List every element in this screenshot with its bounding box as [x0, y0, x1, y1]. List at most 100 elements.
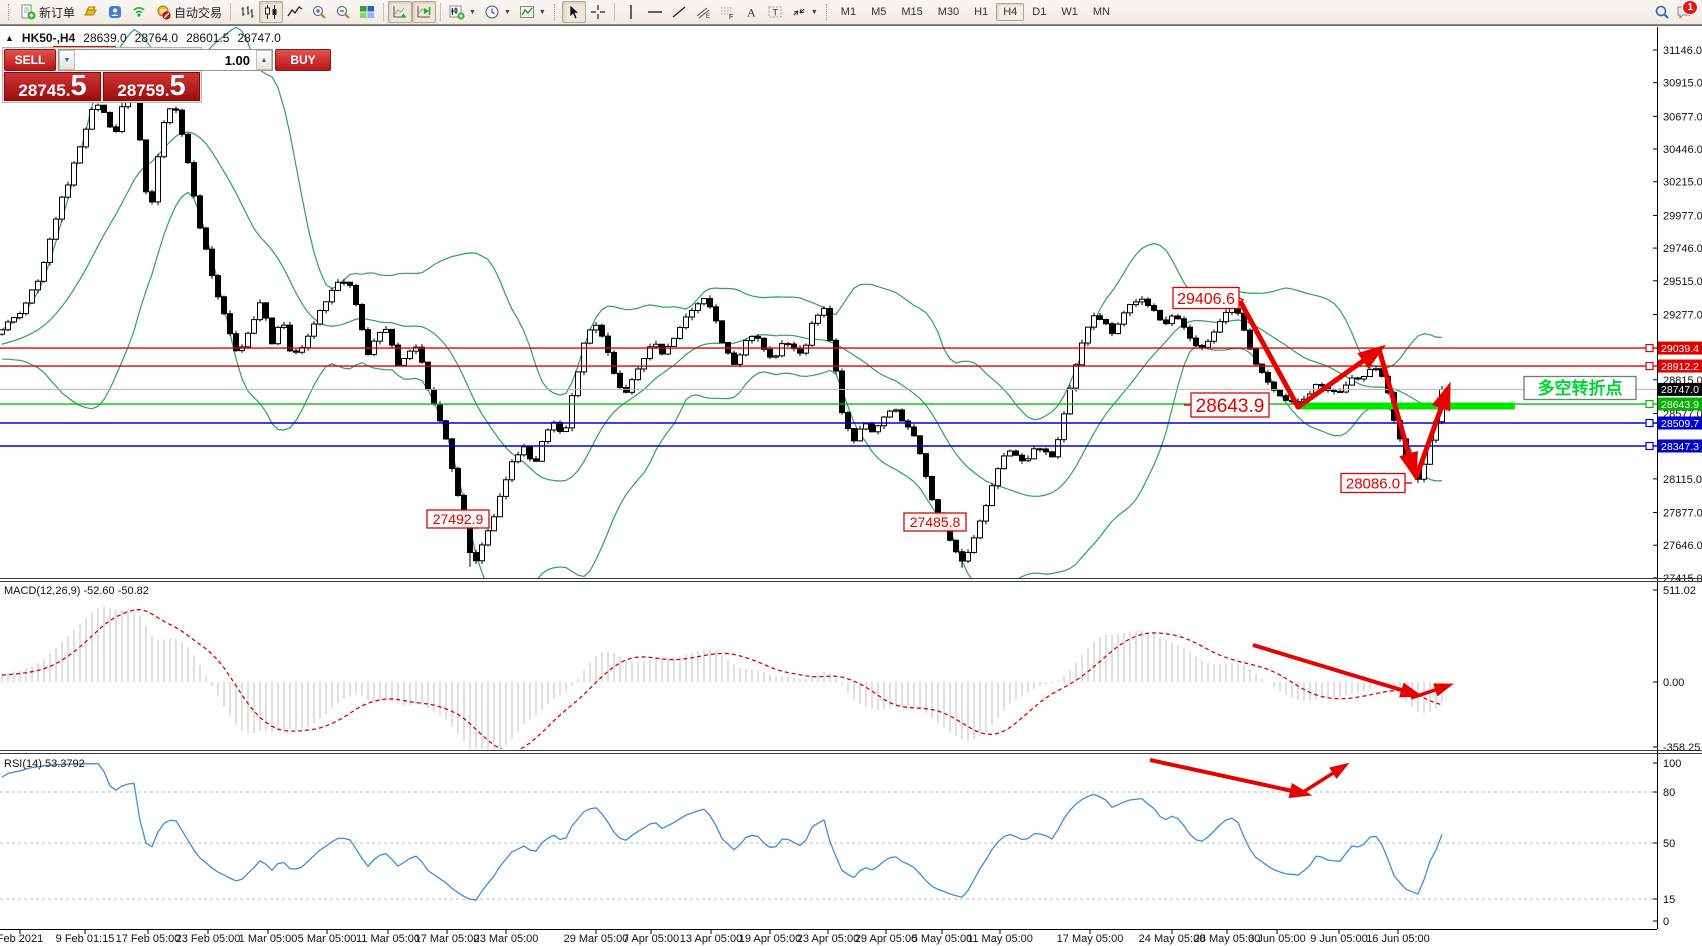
clock-icon — [484, 4, 500, 20]
svg-text:28643.9: 28643.9 — [1196, 396, 1265, 417]
svg-text:F: F — [729, 14, 733, 20]
level-line-handle[interactable] — [1645, 343, 1654, 353]
label-tool-button[interactable]: T — [763, 1, 787, 23]
zoom-in-button[interactable] — [307, 1, 331, 23]
price-axis-tick: 27646.0 — [1663, 540, 1702, 552]
timeframe-h1[interactable]: H1 — [974, 6, 989, 18]
auto-scroll-button[interactable] — [388, 1, 413, 23]
text-tool-button[interactable]: A — [739, 1, 763, 23]
macd-axis-tick: 511.02 — [1663, 585, 1696, 597]
trend-arrow[interactable] — [1413, 399, 1447, 479]
dropdown-arrow-icon: ▼ — [469, 8, 476, 16]
line-chart-mode-button[interactable] — [283, 1, 307, 23]
trend-arrow[interactable] — [1299, 768, 1339, 796]
chart-annotation[interactable]: 28086.0 — [1340, 472, 1412, 494]
crosshair-tool-button[interactable] — [586, 1, 610, 23]
chart-annotation[interactable]: 27485.8 — [903, 512, 967, 532]
price-axis-tick: 29977.0 — [1663, 210, 1702, 222]
trendline-tool-button[interactable] — [667, 1, 691, 23]
volume-increase-button[interactable]: ▲ — [256, 50, 272, 70]
chart-annotation[interactable]: 多空转折点 — [1523, 375, 1637, 401]
volume-input[interactable] — [75, 50, 256, 70]
collapse-triangle-icon[interactable]: ▲ — [5, 33, 14, 43]
timeframe-m15[interactable]: M15 — [901, 6, 923, 18]
level-line-handle[interactable] — [1645, 361, 1654, 371]
chart-annotation[interactable]: 29406.6 — [1172, 286, 1245, 310]
timeframe-m1[interactable]: M1 — [840, 6, 857, 18]
level-line-handle[interactable] — [1645, 441, 1654, 451]
level-line-handle[interactable] — [1645, 399, 1654, 409]
tile-windows-icon — [359, 4, 375, 20]
signals-icon — [131, 4, 147, 20]
tile-windows-button[interactable] — [355, 1, 379, 23]
templates-button[interactable]: ▼ — [515, 1, 550, 23]
chart-shift-button[interactable] — [412, 1, 437, 23]
arrows-tool-button[interactable]: ▼ — [787, 1, 822, 23]
buy-price-tile[interactable]: 28759. 5 — [103, 72, 200, 101]
new-chart-button[interactable]: ▼ — [445, 1, 480, 23]
candlestick-mode-button[interactable] — [259, 1, 284, 23]
trend-arrow[interactable] — [1237, 299, 1372, 410]
fibonacci-tool-button[interactable]: F — [715, 1, 739, 23]
toolbar-grip[interactable] — [825, 4, 830, 20]
new-order-button[interactable]: 新订单 — [16, 1, 79, 23]
timeframe-m5[interactable]: M5 — [871, 6, 887, 18]
template-icon — [519, 4, 535, 20]
toolbar-grip[interactable] — [8, 4, 12, 20]
timeframe-mn[interactable]: MN — [1092, 6, 1110, 18]
bar-chart-mode-button[interactable] — [235, 1, 259, 23]
rsi-axis-tick: 100 — [1663, 758, 1681, 770]
signals-button[interactable] — [127, 1, 151, 23]
timeframe-w1[interactable]: W1 — [1061, 6, 1078, 18]
volume-decrease-button[interactable]: ▼ — [59, 50, 75, 70]
periods-button[interactable]: ▼ — [480, 1, 515, 23]
cursor-tool-button[interactable] — [561, 1, 586, 23]
timeframe-d1[interactable]: D1 — [1032, 6, 1047, 18]
time-axis-label: 1 Mar 05:00 — [239, 933, 298, 945]
trend-arrow[interactable] — [1149, 758, 1298, 794]
timeframe-h4[interactable]: H4 — [996, 3, 1025, 21]
buy-button[interactable]: BUY — [275, 49, 331, 71]
price-axis-tick: 27877.0 — [1663, 508, 1702, 520]
vertical-line-icon — [623, 4, 639, 20]
vertical-line-tool-button[interactable] — [619, 1, 643, 23]
chart-annotation[interactable]: 27492.9 — [426, 509, 490, 529]
timeframe-m30[interactable]: M30 — [937, 6, 960, 18]
svg-text:T: T — [772, 8, 778, 18]
dropdown-arrow-icon: ▼ — [538, 8, 546, 16]
time-axis-label: 29 Apr 05:00 — [855, 933, 917, 945]
symbol-name: HK50-,H4 — [21, 31, 76, 45]
sell-button[interactable]: SELL — [4, 49, 56, 71]
dropdown-arrow-icon: ▼ — [810, 8, 818, 16]
volume-box: ▼ ▲ — [58, 49, 273, 71]
zoom-out-button[interactable] — [331, 1, 355, 23]
svg-text:29039.4: 29039.4 — [1661, 343, 1699, 355]
trend-arrow[interactable] — [1252, 643, 1409, 694]
cursor-icon — [566, 4, 582, 20]
pivot-highlight-line[interactable] — [1297, 402, 1515, 410]
time-axis-label: 17 Feb 05:00 — [116, 933, 181, 945]
svg-text:27492.9: 27492.9 — [433, 511, 484, 527]
auto-trading-button[interactable]: 自动交易 — [151, 1, 226, 23]
gold-bar-icon — [83, 4, 99, 20]
time-axis-label: 5 May 05:00 — [912, 933, 973, 945]
horizontal-line-tool-button[interactable] — [643, 1, 667, 23]
separator — [230, 3, 232, 21]
market-watch-button[interactable] — [79, 1, 103, 23]
price-axis-tick: 30446.0 — [1663, 144, 1702, 156]
level-line-handle[interactable] — [1645, 418, 1654, 428]
rsi-line — [1, 763, 1443, 901]
text-label-icon: T — [767, 4, 783, 20]
toolbar-grip[interactable] — [553, 4, 558, 20]
equidistant-channel-button[interactable]: E — [691, 1, 715, 23]
chart-annotation[interactable]: 28643.9 — [1184, 392, 1270, 418]
fibonacci-icon: F — [719, 4, 735, 20]
notifications-button[interactable]: 1 — [1676, 0, 1698, 20]
price-badge — [1658, 397, 1702, 411]
sell-price-tile[interactable]: 28745. 5 — [4, 72, 101, 101]
time-axis-label: 17 May 05:00 — [1057, 933, 1124, 945]
community-button[interactable] — [103, 1, 127, 23]
search-icon[interactable] — [1654, 4, 1670, 20]
trend-arrow[interactable] — [1376, 348, 1414, 463]
